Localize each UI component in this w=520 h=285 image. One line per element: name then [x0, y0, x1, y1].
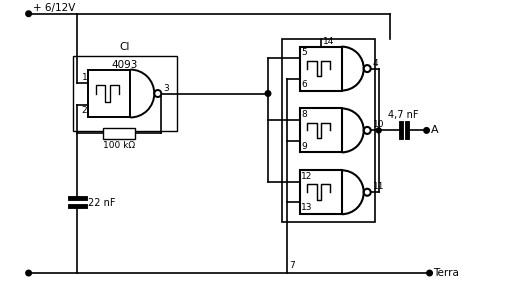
Bar [300, 170, 342, 214]
Text: 10: 10 [373, 121, 384, 129]
Text: 7: 7 [289, 261, 295, 270]
Bar [300, 47, 342, 91]
Bar [282, 39, 375, 222]
Text: 4093: 4093 [112, 60, 138, 70]
Text: 11: 11 [373, 182, 384, 191]
Text: 14: 14 [323, 37, 334, 46]
Text: 4: 4 [373, 59, 379, 68]
Circle shape [363, 127, 371, 134]
Text: 12: 12 [301, 172, 313, 181]
Text: Terra: Terra [434, 268, 459, 278]
Bar [72, 56, 177, 131]
Text: 5: 5 [301, 48, 307, 58]
Text: 6: 6 [301, 80, 307, 89]
Text: 4,7 nF: 4,7 nF [388, 111, 419, 121]
Text: 8: 8 [301, 110, 307, 119]
Bar [103, 128, 135, 139]
Circle shape [26, 270, 31, 276]
Text: 2: 2 [82, 105, 87, 115]
Circle shape [26, 11, 31, 17]
Bar [300, 109, 342, 152]
Circle shape [154, 90, 161, 97]
Circle shape [363, 65, 371, 72]
Text: 3: 3 [163, 84, 169, 93]
Circle shape [363, 189, 371, 196]
Circle shape [265, 91, 271, 96]
Bar [88, 70, 131, 117]
Text: 13: 13 [301, 203, 313, 212]
Text: + 6/12V: + 6/12V [33, 3, 75, 13]
Circle shape [424, 128, 430, 133]
Text: A: A [431, 125, 438, 135]
Circle shape [376, 128, 381, 133]
Text: 9: 9 [301, 142, 307, 150]
Text: 22 nF: 22 nF [88, 198, 116, 208]
Circle shape [427, 270, 432, 276]
Text: 1: 1 [82, 72, 87, 82]
Text: 100 kΩ: 100 kΩ [103, 141, 135, 150]
Text: CI: CI [120, 42, 130, 52]
